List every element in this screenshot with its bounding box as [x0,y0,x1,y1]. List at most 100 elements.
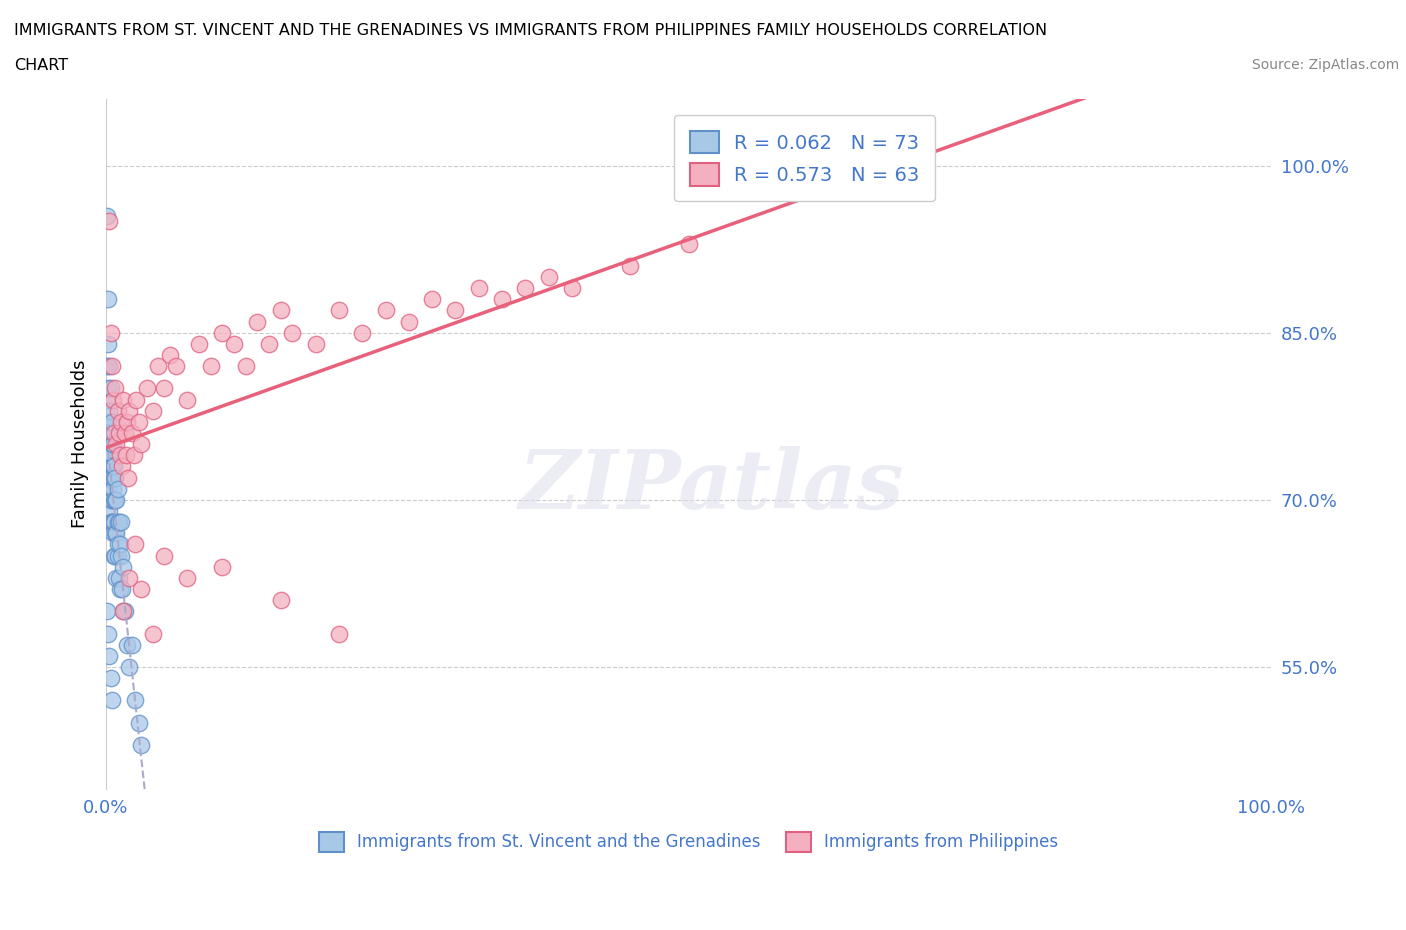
Point [97,292,120,307]
Point [121,426,143,441]
Point [537,270,560,285]
Point [107,404,129,418]
Point [468,281,491,296]
Point [188,337,211,352]
Point [97,337,120,352]
Point [103,426,125,441]
Point [148,359,170,374]
Point [352,326,374,340]
Point [374,303,396,318]
Point [101,459,124,474]
Point [103,548,125,563]
Point [97,415,120,430]
Point [100,471,122,485]
Point [128,415,150,430]
Point [107,537,129,551]
Point [118,404,141,418]
Point [98,214,121,229]
Point [115,415,138,430]
Point [176,392,198,407]
Point [107,514,129,529]
Point [112,604,135,618]
Point [104,548,127,563]
Legend: Immigrants from St. Vincent and the Grenadines, Immigrants from Philippines: Immigrants from St. Vincent and the Gren… [312,826,1064,858]
Point [121,637,143,652]
Point [98,437,121,452]
Point [100,459,122,474]
Point [222,337,245,352]
Point [124,537,146,551]
Point [100,514,122,529]
Point [107,426,129,441]
Point [398,314,420,329]
Point [100,693,122,708]
Point [112,604,135,618]
Point [114,604,136,618]
Point [100,514,122,529]
Point [328,626,350,641]
Point [100,493,122,508]
Point [110,548,132,563]
Point [128,715,150,730]
Point [105,570,128,585]
Point [96,208,118,223]
Point [100,459,122,474]
Point [112,392,135,407]
Point [103,459,125,474]
Point [98,471,121,485]
Point [103,493,125,508]
Text: IMMIGRANTS FROM ST. VINCENT AND THE GRENADINES VS IMMIGRANTS FROM PHILIPPINES FA: IMMIGRANTS FROM ST. VINCENT AND THE GREN… [14,23,1047,38]
Point [115,637,138,652]
Point [235,359,257,374]
Point [257,337,280,352]
Point [101,392,124,407]
Point [118,659,141,674]
Point [105,437,128,452]
Point [96,392,118,407]
Point [129,737,152,752]
Point [135,381,157,396]
Point [101,437,124,452]
Point [100,415,122,430]
Point [96,426,118,441]
Point [246,314,269,329]
Point [97,626,120,641]
Point [100,671,122,685]
Point [110,415,132,430]
Point [117,471,139,485]
Point [281,326,304,340]
Point [103,471,125,485]
Point [270,303,292,318]
Point [97,448,120,463]
Point [101,525,124,540]
Point [515,281,537,296]
Point [444,303,467,318]
Point [97,426,120,441]
Point [200,359,222,374]
Point [96,604,118,618]
Point [105,493,128,508]
Point [420,292,443,307]
Point [114,426,136,441]
Point [125,392,148,407]
Point [100,426,122,441]
Point [96,459,118,474]
Point [104,471,127,485]
Point [124,693,146,708]
Point [100,437,122,452]
Point [97,381,120,396]
Point [101,482,124,497]
Point [100,381,122,396]
Point [104,493,127,508]
Point [103,514,125,529]
Point [108,448,131,463]
Point [153,381,176,396]
Point [111,581,134,596]
Point [118,570,141,585]
Y-axis label: Family Households: Family Households [72,360,89,528]
Point [105,525,128,540]
Point [561,281,583,296]
Point [100,448,122,463]
Point [176,570,198,585]
Point [328,303,350,318]
